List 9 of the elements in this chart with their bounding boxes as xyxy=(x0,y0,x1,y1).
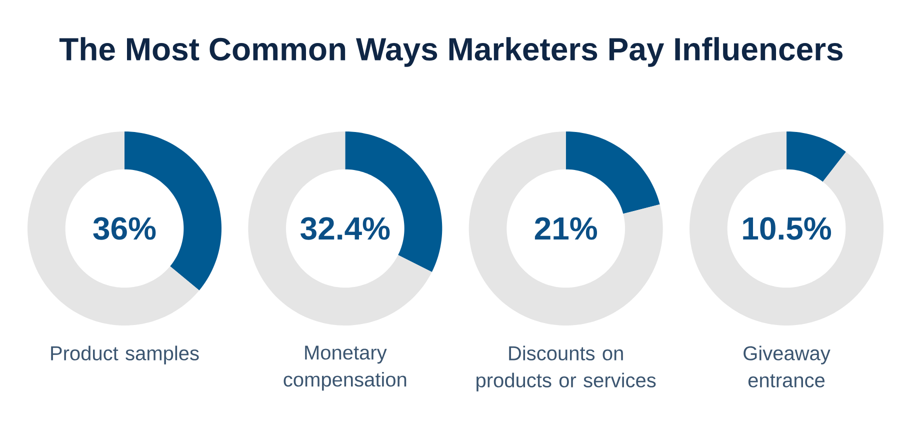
text: 10.5% xyxy=(743,217,832,240)
text: 21% xyxy=(534,217,598,240)
text: 32.4% xyxy=(300,217,390,240)
text: The Most Common Ways Marketers Pay Influencers xyxy=(59,37,843,67)
text: Product samples xyxy=(51,346,199,364)
text: Monetary compensation xyxy=(284,346,406,391)
text: 36% xyxy=(93,217,156,240)
text: Giveaway entrance xyxy=(744,346,830,388)
text: Discounts on products or services xyxy=(476,346,656,392)
